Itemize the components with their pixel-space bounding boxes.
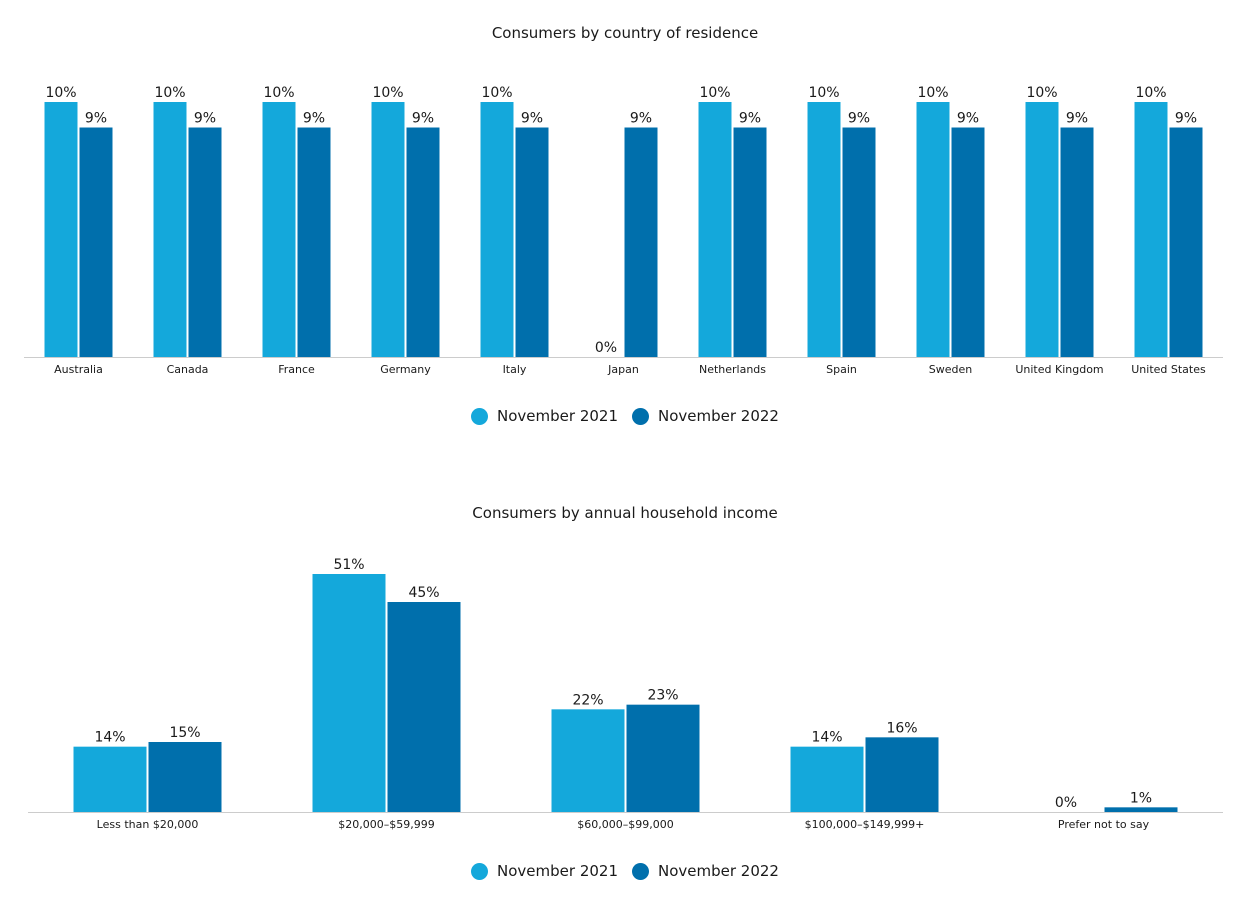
legend-item-series2: November 2022	[632, 407, 779, 425]
data-label: 10%	[45, 85, 76, 101]
bar-series2	[406, 127, 440, 357]
legend-marker-icon	[632, 407, 649, 425]
bar-series1	[153, 102, 187, 357]
data-label: 9%	[1066, 111, 1088, 127]
bar-series2	[148, 742, 222, 812]
country-chart-plot: 10% 9% Australia 10% 9% Canada 10% 9% France 10% 9…	[24, 85, 1223, 376]
country-chart: Consumers by country of residence 10% 9% A…	[0, 24, 1250, 425]
bar-series2	[733, 127, 767, 357]
bar-series1	[916, 102, 950, 357]
x-tick-label: $100,000–$149,999+	[805, 818, 925, 831]
data-label: 10%	[481, 85, 512, 101]
bar-series2	[951, 127, 985, 357]
chart-legend: November 2021 November 2022	[0, 407, 1250, 425]
bar-series1	[790, 746, 864, 812]
bar-series1	[1025, 102, 1059, 357]
data-label: 10%	[154, 85, 185, 101]
x-tick-label: United Kingdom	[1015, 363, 1103, 376]
data-label: 23%	[647, 688, 678, 704]
legend-item-series1: November 2021	[471, 407, 618, 425]
bar-series1	[371, 102, 405, 357]
x-tick-label: Prefer not to say	[1058, 818, 1150, 831]
data-label: 9%	[739, 111, 761, 127]
chart-title: Consumers by annual household income	[472, 504, 778, 522]
bar-series2	[624, 127, 658, 357]
data-label: 10%	[263, 85, 294, 101]
bar-series2	[515, 127, 549, 357]
data-label: 9%	[1175, 111, 1197, 127]
data-label: 10%	[1135, 85, 1166, 101]
data-label: 22%	[572, 692, 603, 708]
bar-series2	[626, 704, 700, 812]
legend-item-series1: November 2021	[471, 862, 618, 880]
x-tick-label: Canada	[167, 363, 209, 376]
bar-series1	[1134, 102, 1168, 357]
legend-marker-icon	[632, 862, 649, 880]
chart-title: Consumers by country of residence	[491, 24, 759, 42]
bar-series1	[312, 574, 386, 812]
x-tick-label: France	[278, 363, 315, 376]
legend-label: November 2021	[497, 407, 618, 425]
bar-series1	[698, 102, 732, 357]
legend-label: November 2021	[497, 862, 618, 880]
data-label: 45%	[408, 585, 439, 601]
bar-series2	[1104, 807, 1178, 812]
data-label: 10%	[808, 85, 839, 101]
data-label: 16%	[886, 720, 917, 736]
x-tick-label: Less than $20,000	[97, 818, 199, 831]
data-label: 51%	[333, 557, 364, 573]
data-label: 9%	[957, 111, 979, 127]
data-label: 9%	[848, 111, 870, 127]
bar-series2	[188, 127, 222, 357]
bar-series2	[865, 737, 939, 812]
bar-series1	[480, 102, 514, 357]
data-label: 9%	[303, 111, 325, 127]
legend-marker-icon	[471, 862, 489, 880]
legend-label: November 2022	[658, 407, 779, 425]
x-tick-label: $60,000–$99,000	[577, 818, 673, 831]
data-label: 10%	[699, 85, 730, 101]
x-tick-label: Netherlands	[699, 363, 766, 376]
x-tick-label: Japan	[607, 363, 639, 376]
data-label: 0%	[1055, 795, 1077, 811]
bar-series2	[842, 127, 876, 357]
x-tick-label: Spain	[826, 363, 857, 376]
bar-series2	[1169, 127, 1203, 357]
data-label: 9%	[194, 111, 216, 127]
data-label: 14%	[94, 730, 125, 746]
bar-series2	[79, 127, 113, 357]
x-tick-label: Germany	[380, 363, 431, 376]
bar-series2	[387, 602, 461, 812]
bar-series1	[44, 102, 78, 357]
data-label: 10%	[1026, 85, 1057, 101]
data-label: 9%	[412, 111, 434, 127]
income-chart: Consumers by annual household income 14%…	[0, 480, 1250, 900]
data-label: 9%	[630, 111, 652, 127]
data-label: 0%	[595, 340, 617, 356]
data-label: 10%	[372, 85, 403, 101]
data-label: 9%	[85, 111, 107, 127]
x-tick-label: Australia	[54, 363, 103, 376]
x-tick-label: Sweden	[929, 363, 972, 376]
legend-item-series2: November 2022	[632, 862, 779, 880]
data-label: 10%	[917, 85, 948, 101]
x-tick-label: Italy	[503, 363, 527, 376]
x-tick-label: United States	[1131, 363, 1206, 376]
bar-series1	[551, 709, 625, 812]
bar-series1	[807, 102, 841, 357]
bar-series2	[297, 127, 331, 357]
bar-series1	[73, 746, 147, 812]
data-label: 14%	[811, 730, 842, 746]
bar-series2	[1060, 127, 1094, 357]
chart-legend: November 2021 November 2022	[0, 862, 1250, 880]
legend-marker-icon	[471, 407, 489, 425]
x-tick-label: $20,000–$59,999	[338, 818, 434, 831]
data-label: 15%	[169, 725, 200, 741]
income-chart-plot: 14% 15% Less than $20,000 51% 45% $20,000–$59…	[28, 557, 1223, 831]
data-label: 9%	[521, 111, 543, 127]
data-label: 1%	[1130, 790, 1152, 806]
legend-label: November 2022	[658, 862, 779, 880]
bar-series1	[262, 102, 296, 357]
